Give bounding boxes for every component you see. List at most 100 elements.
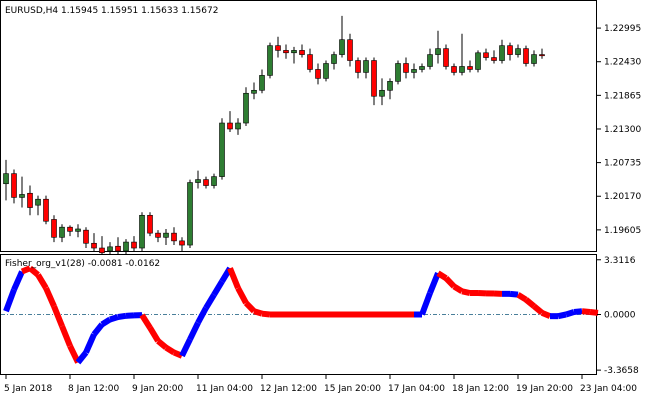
- candle-body-down: [315, 69, 321, 79]
- fisher-segment: [11, 270, 25, 291]
- candle: [19, 176, 25, 208]
- indicator-panel-title: Fisher_org_v1(28) -0.0081 -0.0162: [5, 259, 160, 269]
- candle: [339, 15, 345, 58]
- candle-body-up: [107, 246, 113, 252]
- candle: [371, 57, 377, 106]
- candle: [419, 63, 425, 73]
- fisher-segment: [59, 324, 73, 348]
- candle-body-up: [195, 179, 201, 183]
- candle: [227, 111, 233, 132]
- candle-body-down: [467, 66, 473, 70]
- candle-body-up: [139, 214, 145, 249]
- price-panel-frame: [0, 0, 597, 252]
- candle: [507, 42, 513, 61]
- candle-body-up: [187, 182, 193, 246]
- fisher-segment: [20, 265, 32, 275]
- time-tick-label: 11 Jan 04:00: [196, 384, 253, 394]
- candle-body-up: [331, 54, 337, 64]
- fisher-segment: [235, 286, 249, 305]
- candle-body-up: [163, 232, 169, 238]
- candle-body-up: [387, 81, 393, 91]
- candle: [411, 63, 417, 79]
- candle-body-down: [371, 60, 377, 97]
- candle-body-down: [355, 60, 361, 73]
- candle: [331, 51, 337, 70]
- candle-body-down: [179, 240, 185, 246]
- candle: [539, 48, 545, 59]
- price-tick-label: 1.21300: [604, 125, 641, 135]
- time-tick-label: 15 Jan 20:00: [324, 384, 381, 394]
- candle: [323, 60, 329, 82]
- candle-body-up: [19, 194, 25, 198]
- candle: [259, 69, 265, 94]
- fisher-segment: [565, 309, 575, 318]
- time-tick-label: 17 Jan 04:00: [388, 384, 445, 394]
- candle: [435, 30, 441, 64]
- fisher-segment: [109, 314, 119, 323]
- fisher-segment: [524, 297, 536, 309]
- time-tick-label: 19 Jan 20:00: [516, 384, 573, 394]
- candle-body-up: [259, 75, 265, 91]
- fisher-series: [3, 265, 599, 365]
- candle-body-down: [171, 232, 177, 242]
- candle: [387, 78, 393, 100]
- indicator-axis: 3.3116 0.0000 -3.3658: [597, 256, 639, 376]
- candle-body-up: [419, 66, 425, 70]
- fisher-segment: [419, 291, 433, 316]
- candle: [35, 195, 41, 216]
- candle-body-down: [115, 245, 121, 252]
- candle: [523, 45, 529, 67]
- fisher-segment: [35, 273, 49, 290]
- fisher-segment: [589, 309, 599, 316]
- candle: [379, 78, 385, 106]
- candle-body-up: [235, 122, 241, 130]
- price-axis: 1.22995 1.22430 1.21865 1.21300 1.20735 1.201…: [597, 24, 641, 236]
- candle-body-up: [123, 241, 129, 252]
- candle-body-down: [83, 229, 89, 244]
- indicator-tick-label: -3.3658: [604, 366, 639, 376]
- candle: [219, 118, 225, 180]
- candle-body-up: [379, 89, 385, 97]
- candle: [315, 63, 321, 85]
- fisher-segment: [581, 308, 591, 316]
- fisher-segment: [51, 305, 65, 328]
- candle-body-down: [155, 232, 161, 238]
- candle: [155, 230, 161, 243]
- time-axis: 5 Jan 2018 8 Jan 12:00 9 Jan 20:00 11 Jan 0…: [4, 375, 637, 394]
- candle-body-up: [291, 50, 297, 54]
- candle-body-down: [483, 52, 489, 58]
- candle-body-up: [323, 63, 329, 79]
- fisher-segment: [172, 349, 184, 359]
- candle-body-down: [507, 45, 513, 55]
- fisher-segment: [156, 338, 168, 350]
- candle-body-down: [131, 241, 137, 249]
- candle-body-up: [59, 226, 65, 238]
- fisher-segment: [28, 265, 40, 278]
- candle: [59, 224, 65, 243]
- fisher-segment: [261, 310, 271, 318]
- candle-body-down: [27, 192, 33, 208]
- candle-body-up: [267, 45, 273, 76]
- candle: [443, 44, 449, 70]
- candle: [203, 176, 209, 189]
- candle: [515, 44, 521, 58]
- candle-body-up: [499, 45, 505, 61]
- candle: [139, 212, 145, 251]
- candle: [291, 46, 297, 64]
- candle-body-up: [251, 89, 257, 94]
- candle: [91, 233, 97, 251]
- candle-body-up: [395, 63, 401, 82]
- candle: [163, 228, 169, 246]
- candle-body-down: [283, 50, 289, 54]
- time-tick-label: 18 Jan 12:00: [452, 384, 509, 394]
- candle: [75, 224, 81, 238]
- candle: [27, 185, 33, 216]
- candle-body-down: [227, 122, 233, 130]
- candle: [299, 44, 305, 58]
- fisher-segment: [443, 276, 457, 289]
- candle-body-down: [67, 226, 73, 232]
- candle-body-down: [491, 57, 497, 61]
- candle: [243, 87, 249, 126]
- fisher-segment: [164, 345, 176, 356]
